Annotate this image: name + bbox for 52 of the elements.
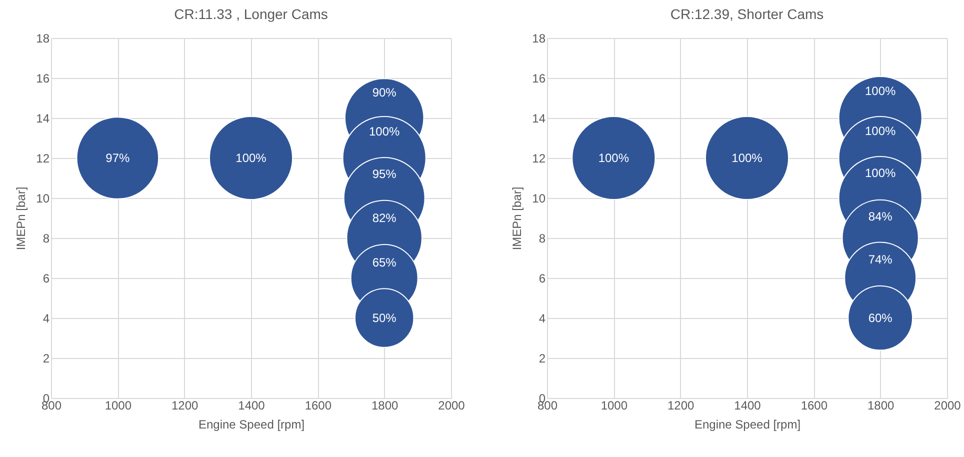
y-axis-title: IMEPn [bar] bbox=[14, 186, 28, 250]
x-axis-title: Engine Speed [rpm] bbox=[198, 418, 305, 432]
y-tick-label: 10 bbox=[532, 192, 546, 206]
data-label: 100% bbox=[864, 166, 896, 180]
data-label: 60% bbox=[868, 311, 893, 325]
y-tick-label: 12 bbox=[532, 152, 546, 166]
data-label: 84% bbox=[868, 209, 893, 224]
data-label: 82% bbox=[372, 210, 397, 225]
y-tick-label: 18 bbox=[532, 32, 546, 46]
x-tick-label: 1400 bbox=[238, 398, 266, 412]
x-tick-label: 1200 bbox=[171, 398, 199, 412]
x-tick-label: 2000 bbox=[934, 398, 962, 412]
data-label: 100% bbox=[236, 151, 267, 165]
x-tick-label: 1600 bbox=[800, 398, 828, 412]
data-label: 50% bbox=[372, 311, 397, 325]
x-tick-label: 1800 bbox=[371, 398, 399, 412]
data-label: 100% bbox=[864, 84, 896, 98]
data-label: 100% bbox=[598, 151, 630, 165]
x-tick-label: 1600 bbox=[304, 398, 332, 412]
data-label: 100% bbox=[732, 151, 763, 165]
y-tick-label: 12 bbox=[36, 152, 50, 166]
y-tick-label: 18 bbox=[36, 32, 50, 46]
y-tick-label: 14 bbox=[532, 112, 546, 126]
x-tick-label: 2000 bbox=[438, 398, 466, 412]
data-label: 90% bbox=[372, 85, 397, 100]
y-tick-label: 14 bbox=[36, 112, 50, 126]
y-tick-label: 4 bbox=[538, 312, 546, 326]
y-tick-label: 6 bbox=[538, 272, 546, 286]
x-tick-label: 1000 bbox=[600, 398, 628, 412]
chart-title: CR:12.39, Shorter Cams bbox=[670, 6, 824, 22]
x-axis-title: Engine Speed [rpm] bbox=[694, 418, 801, 432]
y-tick-label: 2 bbox=[42, 352, 50, 366]
chart-title: CR:11.33 , Longer Cams bbox=[174, 6, 328, 22]
data-label: 100% bbox=[864, 124, 896, 138]
data-label: 65% bbox=[372, 256, 397, 270]
data-label: 95% bbox=[372, 166, 397, 181]
data-label: 74% bbox=[868, 252, 893, 267]
data-label: 100% bbox=[368, 124, 400, 139]
y-tick-label: 16 bbox=[532, 72, 546, 86]
x-tick-label: 1400 bbox=[734, 398, 762, 412]
y-axis-title: IMEPn [bar] bbox=[510, 186, 524, 250]
data-label: 97% bbox=[106, 151, 130, 165]
y-tick-label: 10 bbox=[36, 192, 50, 206]
y-tick-label: 6 bbox=[42, 272, 50, 286]
y-tick-label: 16 bbox=[36, 72, 50, 86]
y-tick-label: 4 bbox=[42, 312, 50, 326]
y-tick-label: 8 bbox=[538, 232, 546, 246]
x-tick-label: 1000 bbox=[104, 398, 132, 412]
y-tick-label: 8 bbox=[42, 232, 50, 246]
x-tick-label: 1200 bbox=[667, 398, 695, 412]
y-tick-label: 2 bbox=[538, 352, 546, 366]
x-tick-label: 1800 bbox=[867, 398, 895, 412]
